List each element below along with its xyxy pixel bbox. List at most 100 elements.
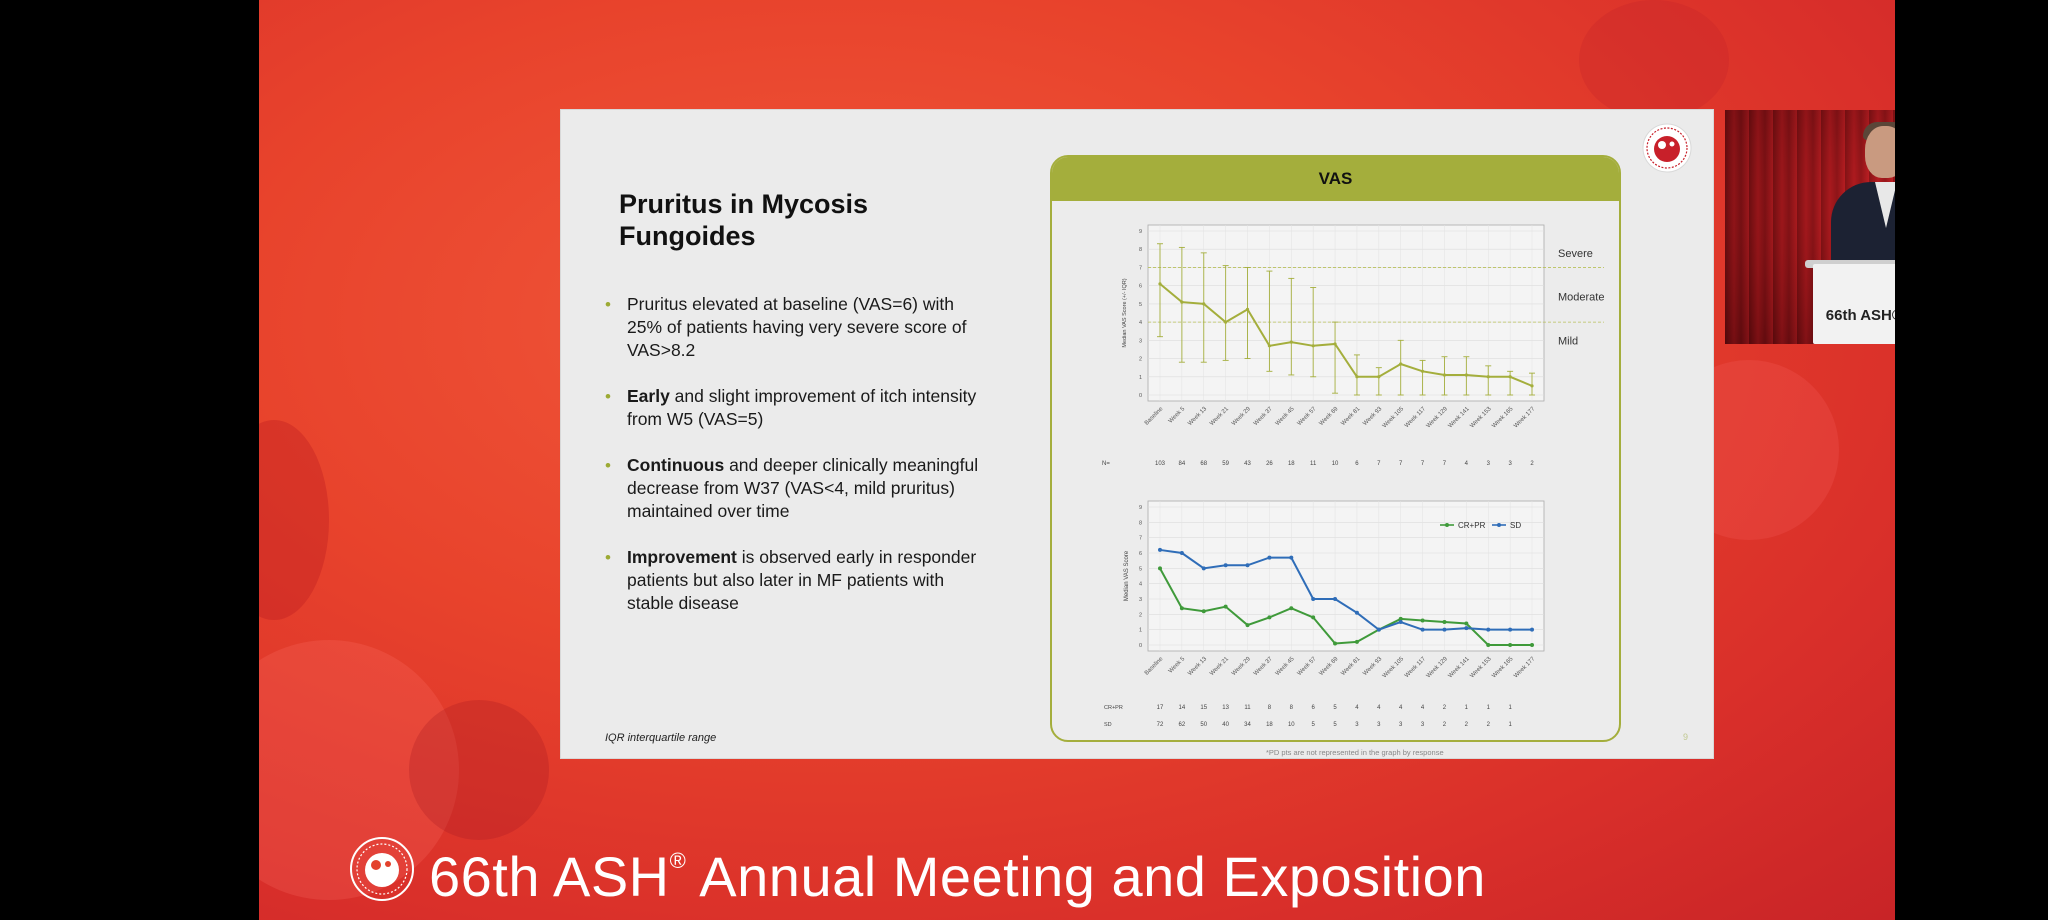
severity-label: Mild — [1558, 335, 1578, 347]
chart2-plot-area — [1147, 500, 1545, 652]
bullet-item: Pruritus elevated at baseline (VAS=6) wi… — [601, 293, 991, 362]
bokeh-circle — [259, 420, 329, 620]
chart1-n-value: 3 — [1508, 461, 1512, 467]
chart1-x-tick-label: Week 129 — [1426, 406, 1450, 430]
chart1-point — [1420, 369, 1425, 373]
chart2-y-tick-label: 1 — [1139, 628, 1142, 634]
chart2-x-tick-label: Week 5 — [1168, 656, 1187, 675]
chart1-n-value: 3 — [1487, 461, 1491, 467]
chart2-point — [1289, 555, 1294, 560]
chart2-point — [1530, 643, 1534, 647]
chart2-point — [1398, 616, 1403, 621]
chart2-point — [1376, 627, 1381, 632]
chart1-y-tick-label: 0 — [1139, 393, 1142, 399]
chart2-point — [1289, 606, 1294, 611]
chart1-n-value: 10 — [1332, 461, 1339, 467]
chart2-x-tick-label: Week 117 — [1404, 656, 1427, 679]
chart1-point — [1158, 282, 1162, 286]
vas-panel: VAS 0 1 2 3 4 5 6 7 8 9 Severe Moderate Mild Median V… — [1050, 155, 1621, 742]
chart2-count-value: 17 — [1157, 705, 1164, 711]
chart2-y-tick-label: 5 — [1139, 566, 1142, 572]
chart2-y-tick-label: 2 — [1139, 612, 1142, 618]
chart1-y-tick-label: 3 — [1139, 338, 1142, 344]
chart2-count-value: 62 — [1179, 722, 1186, 728]
severity-label: Severe — [1558, 248, 1593, 260]
chart2-point — [1530, 627, 1534, 632]
chart2-count-value: 15 — [1200, 705, 1207, 711]
chart2-x-tick-label: Week 105 — [1382, 656, 1406, 680]
chart2-x-tick-label: Baseline — [1144, 656, 1165, 677]
chart2-count-value: 8 — [1268, 705, 1272, 711]
chart1-y-tick-label: 7 — [1139, 265, 1142, 271]
chart2-x-tick-label: Week 69 — [1319, 656, 1340, 677]
chart1-n-label: N= — [1102, 461, 1110, 467]
chart2-point — [1245, 623, 1250, 628]
podium-text: 66th ASH® Annual Meeting — [1825, 307, 1895, 324]
vas-header: VAS — [1052, 157, 1619, 201]
chart2-count-value: 3 — [1399, 722, 1403, 728]
chart2-point — [1508, 627, 1513, 632]
speaker-head — [1865, 126, 1895, 178]
chart1-point — [1486, 375, 1490, 379]
chart2-count-value: 18 — [1266, 722, 1273, 728]
chart2-count-value: 10 — [1288, 722, 1295, 728]
chart1-n-value: 84 — [1179, 461, 1186, 467]
chart1-n-value: 11 — [1310, 461, 1317, 467]
chart2-count-value: 11 — [1244, 705, 1251, 711]
chart2-point — [1223, 563, 1228, 568]
chart2-count-value: 1 — [1487, 705, 1491, 711]
chart1-n-value: 59 — [1222, 461, 1229, 467]
chart1-point — [1311, 344, 1315, 348]
chart2-series-line — [1159, 548, 1532, 631]
chart1-point — [1224, 320, 1228, 324]
chart1-y-tick-label: 1 — [1139, 375, 1142, 381]
chart2-point — [1420, 618, 1425, 623]
chart1-point — [1202, 302, 1206, 306]
chart2-point — [1311, 597, 1316, 601]
chart1-point — [1464, 373, 1468, 377]
slide: Pruritus in Mycosis Fungoides Pruritus e… — [561, 110, 1713, 758]
bullet-list: Pruritus elevated at baseline (VAS=6) wi… — [601, 293, 991, 638]
chart2-count-label: CR+PR — [1104, 705, 1123, 711]
chart2-count-value: 4 — [1377, 705, 1381, 711]
chart2-x-tick-label: Week 57 — [1297, 656, 1318, 677]
chart2-count-value: 2 — [1443, 722, 1447, 728]
chart2-point — [1158, 547, 1162, 552]
chart1-point — [1180, 300, 1184, 304]
chart2-count-value: 3 — [1355, 722, 1359, 728]
chart1-point — [1289, 340, 1293, 344]
chart1-plot-area — [1147, 224, 1545, 402]
chart2-point — [1354, 610, 1359, 615]
chart2-count-value: 3 — [1421, 722, 1425, 728]
chart2-point — [1486, 627, 1491, 632]
chart1-point — [1267, 344, 1272, 348]
chart2-legend-label: CR+PR — [1458, 521, 1486, 530]
chart2-count-value: 4 — [1399, 705, 1403, 711]
chart2-count-value: 5 — [1333, 705, 1337, 711]
bullet-item: Improvement is observed early in respond… — [601, 546, 991, 615]
chart1-point — [1377, 375, 1381, 379]
chart2-count-value: 1 — [1508, 722, 1512, 728]
ash-banner-logo — [350, 837, 414, 901]
chart2-x-tick-label: Week 13 — [1187, 656, 1208, 677]
chart2-y-tick-label: 3 — [1139, 597, 1142, 603]
chart1-n-value: 7 — [1399, 461, 1403, 467]
chart1-n-value: 2 — [1530, 461, 1534, 467]
chart1-x-tick-label: Week 81 — [1340, 406, 1361, 427]
chart1-x-tick-label: Week 21 — [1209, 406, 1230, 427]
chart2-point — [1267, 615, 1272, 620]
chart1-series-line — [1159, 283, 1533, 387]
chart2-count-value: 4 — [1421, 705, 1425, 711]
chart1-n-value: 68 — [1200, 461, 1207, 467]
chart1-y-axis-label: Median VAS Score (+/- IQR) — [1122, 278, 1128, 347]
chart1-n-value: 43 — [1244, 461, 1251, 467]
chart2-x-tick-label: Week 177 — [1513, 656, 1537, 680]
chart1-point — [1442, 373, 1447, 377]
chart2-y-tick-label: 9 — [1139, 505, 1142, 511]
chart2-count-value: 72 — [1157, 722, 1164, 728]
chart2-count-value: 14 — [1179, 705, 1186, 711]
chart2-x-tick-label: Week 45 — [1275, 656, 1296, 677]
chart2-count-value: 2 — [1465, 722, 1469, 728]
page-number: 9 — [1683, 732, 1689, 742]
